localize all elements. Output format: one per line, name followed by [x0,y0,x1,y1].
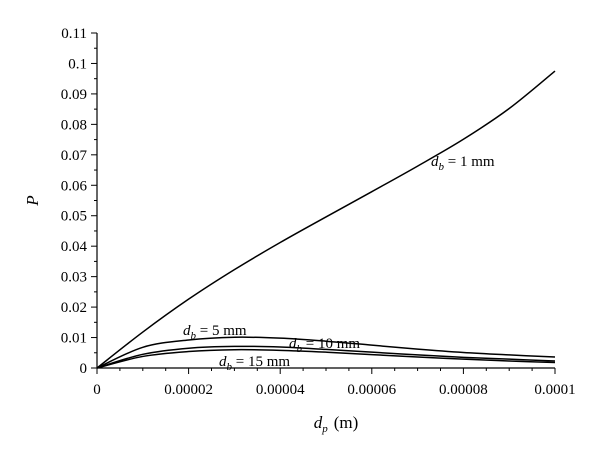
series-line-4 [96,348,556,369]
x-axis-title: dp (m) [314,413,359,435]
x-tick-label: 0.00006 [347,382,396,398]
y-tick-label: 0.09 [61,87,87,103]
x-tick-labels: 0 0.00002 0.00004 0.00006 0.00008 0.0001 [93,382,575,398]
series-line-3 [96,345,556,369]
y-tick-label: 0.03 [61,270,87,286]
y-tick-label: 0 [80,361,88,377]
tick-marks [91,32,556,374]
y-tick-label: 0.05 [61,209,87,225]
series-label-2: db = 5 mm [183,323,247,342]
y-tick-label: 0.11 [61,26,87,42]
y-tick-label: 0.02 [61,300,87,316]
y-axis-title: P [23,195,42,206]
x-axis-unit: (m) [334,413,359,432]
y-tick-label: 0.06 [61,178,88,194]
y-tick-label: 0.1 [68,56,87,72]
x-tick-label: 0.00002 [164,382,213,398]
curves [96,70,556,369]
x-tick-label: 0 [93,382,101,398]
series-label-1: db = 1 mm [431,154,495,173]
series-line-2 [96,336,556,369]
y-tick-label: 0.01 [61,331,87,347]
y-tick-label: 0.08 [61,117,87,133]
series-label-3: db = 10 mm [289,336,360,355]
series-line-1 [96,70,556,369]
y-tick-labels: 0 0.01 0.02 0.03 0.04 0.05 0.06 0.07 0.08 0.09 0.1… [61,26,88,377]
y-tick-label: 0.07 [61,148,88,164]
x-tick-label: 0.00008 [439,382,488,398]
x-tick-label: 0.00004 [256,382,305,398]
y-tick-label: 0.04 [61,239,88,255]
x-axis-sub: p [321,423,328,435]
axes [96,33,555,369]
series-label-4: db = 15 mm [219,354,290,373]
x-axis-var: d [314,413,323,432]
x-tick-label: 0.0001 [534,382,575,398]
